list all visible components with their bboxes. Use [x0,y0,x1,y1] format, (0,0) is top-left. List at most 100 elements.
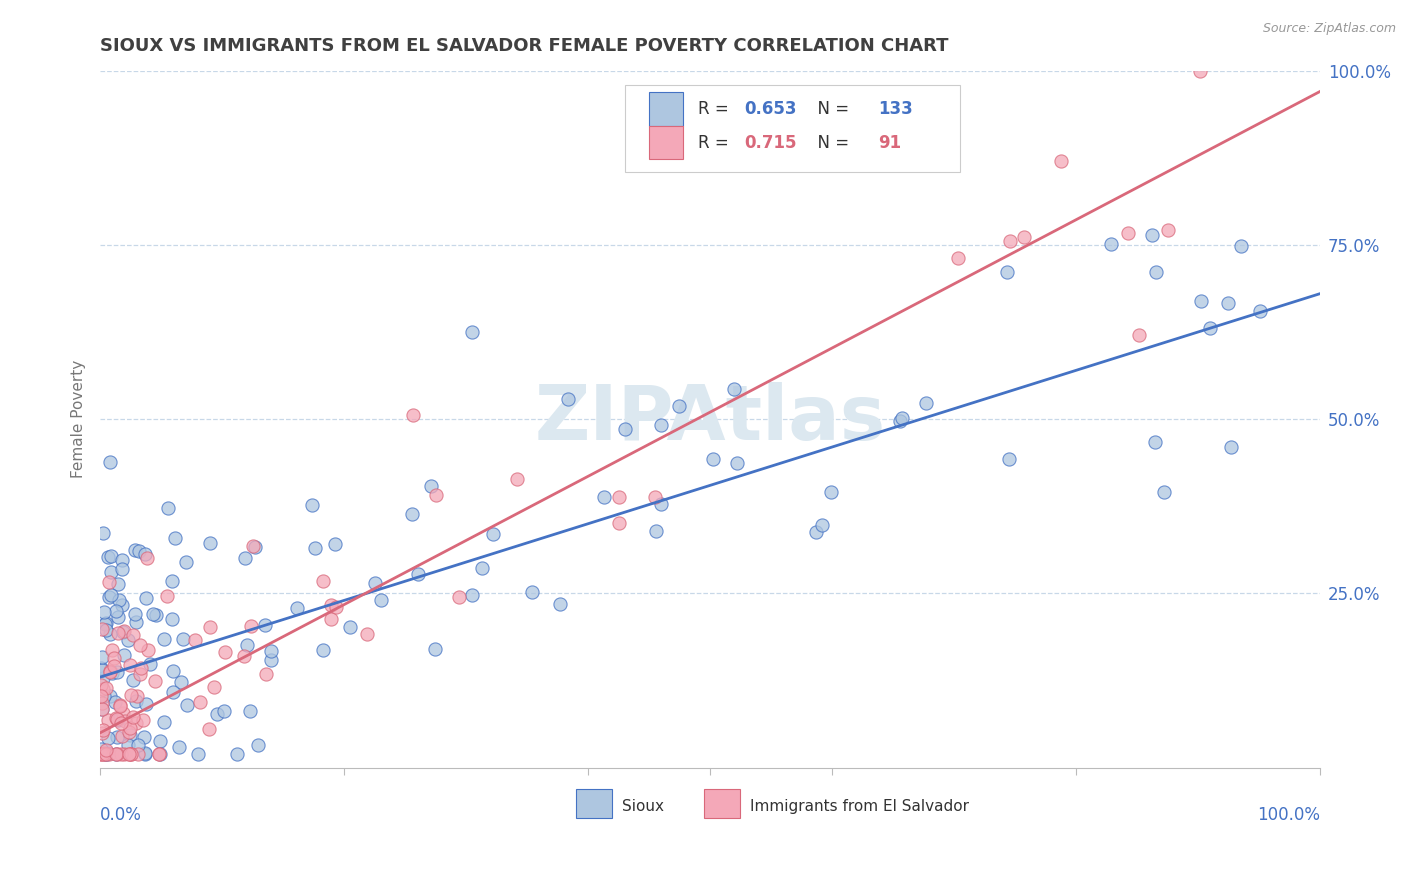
Text: 0.653: 0.653 [744,100,797,118]
Point [90,689,112,703]
Point [406,566,429,581]
Point [402,409,425,423]
Point [946,251,969,265]
Point [425,488,447,502]
Point [889,414,911,428]
Point [118,747,141,761]
Point [127,690,149,704]
Point [356,627,378,641]
Text: R =: R = [697,134,734,152]
Point [112,648,135,662]
Text: 133: 133 [879,100,912,118]
Point [105,712,128,726]
Point [108,699,131,714]
Point [134,548,156,562]
Point [124,542,146,557]
Point [104,747,127,761]
Point [90,622,112,636]
Point [120,721,142,735]
Point [93,689,115,703]
Point [176,698,198,712]
Point [94,624,117,638]
Point [506,472,529,486]
Text: 91: 91 [879,134,901,152]
Point [90,702,112,716]
Point [811,517,834,532]
Point [98,590,121,604]
Point [187,747,209,761]
Text: SIOUX VS IMMIGRANTS FROM EL SALVADOR FEMALE POVERTY CORRELATION CHART: SIOUX VS IMMIGRANTS FROM EL SALVADOR FEM… [100,37,949,55]
Point [107,610,129,624]
Point [96,713,118,727]
Point [117,632,139,647]
Point [107,625,129,640]
Point [806,525,828,540]
Point [520,585,543,599]
Point [557,392,579,407]
Text: Source: ZipAtlas.com: Source: ZipAtlas.com [1263,22,1396,36]
Point [156,589,179,603]
Point [94,681,117,696]
Point [167,739,190,754]
Point [370,593,392,607]
Point [214,644,236,658]
Point [419,479,441,493]
Point [97,575,120,590]
Point [1128,327,1150,342]
Point [198,620,221,634]
Point [111,730,134,744]
Point [90,747,112,761]
Point [128,667,150,681]
Point [259,643,281,657]
Point [246,738,269,752]
Point [162,665,184,679]
Point [90,696,112,710]
Point [285,600,308,615]
Point [124,607,146,621]
Point [174,555,197,569]
Point [644,491,666,505]
Point [891,411,914,425]
Point [233,649,256,664]
Point [91,663,114,677]
Point [1153,485,1175,500]
Point [114,714,136,728]
Point [94,743,117,757]
Point [548,597,571,611]
Point [117,738,139,752]
Point [121,747,143,761]
Point [183,632,205,647]
Point [93,617,115,632]
Text: Immigrants from El Salvador: Immigrants from El Salvador [751,798,969,814]
Point [111,599,134,613]
Text: Sioux: Sioux [621,798,664,814]
Point [120,688,142,702]
Point [304,541,326,555]
Point [122,628,145,642]
Point [134,747,156,761]
Point [650,417,672,432]
Point [214,704,236,718]
Point [129,660,152,674]
Point [91,650,114,665]
Point [139,657,162,672]
Point [96,616,118,631]
Point [90,742,112,756]
Point [91,671,114,685]
Point [1144,265,1167,279]
Point [165,531,187,545]
Point [104,695,127,709]
FancyBboxPatch shape [650,93,683,126]
Point [94,747,117,761]
Point [128,638,150,652]
Point [108,593,131,607]
Point [132,714,155,728]
Point [105,711,128,725]
Point [1099,236,1122,251]
Text: 100.0%: 100.0% [1257,806,1320,824]
Point [1116,226,1139,240]
Point [112,747,135,761]
Point [98,627,121,641]
Point [105,604,128,618]
Point [117,747,139,761]
